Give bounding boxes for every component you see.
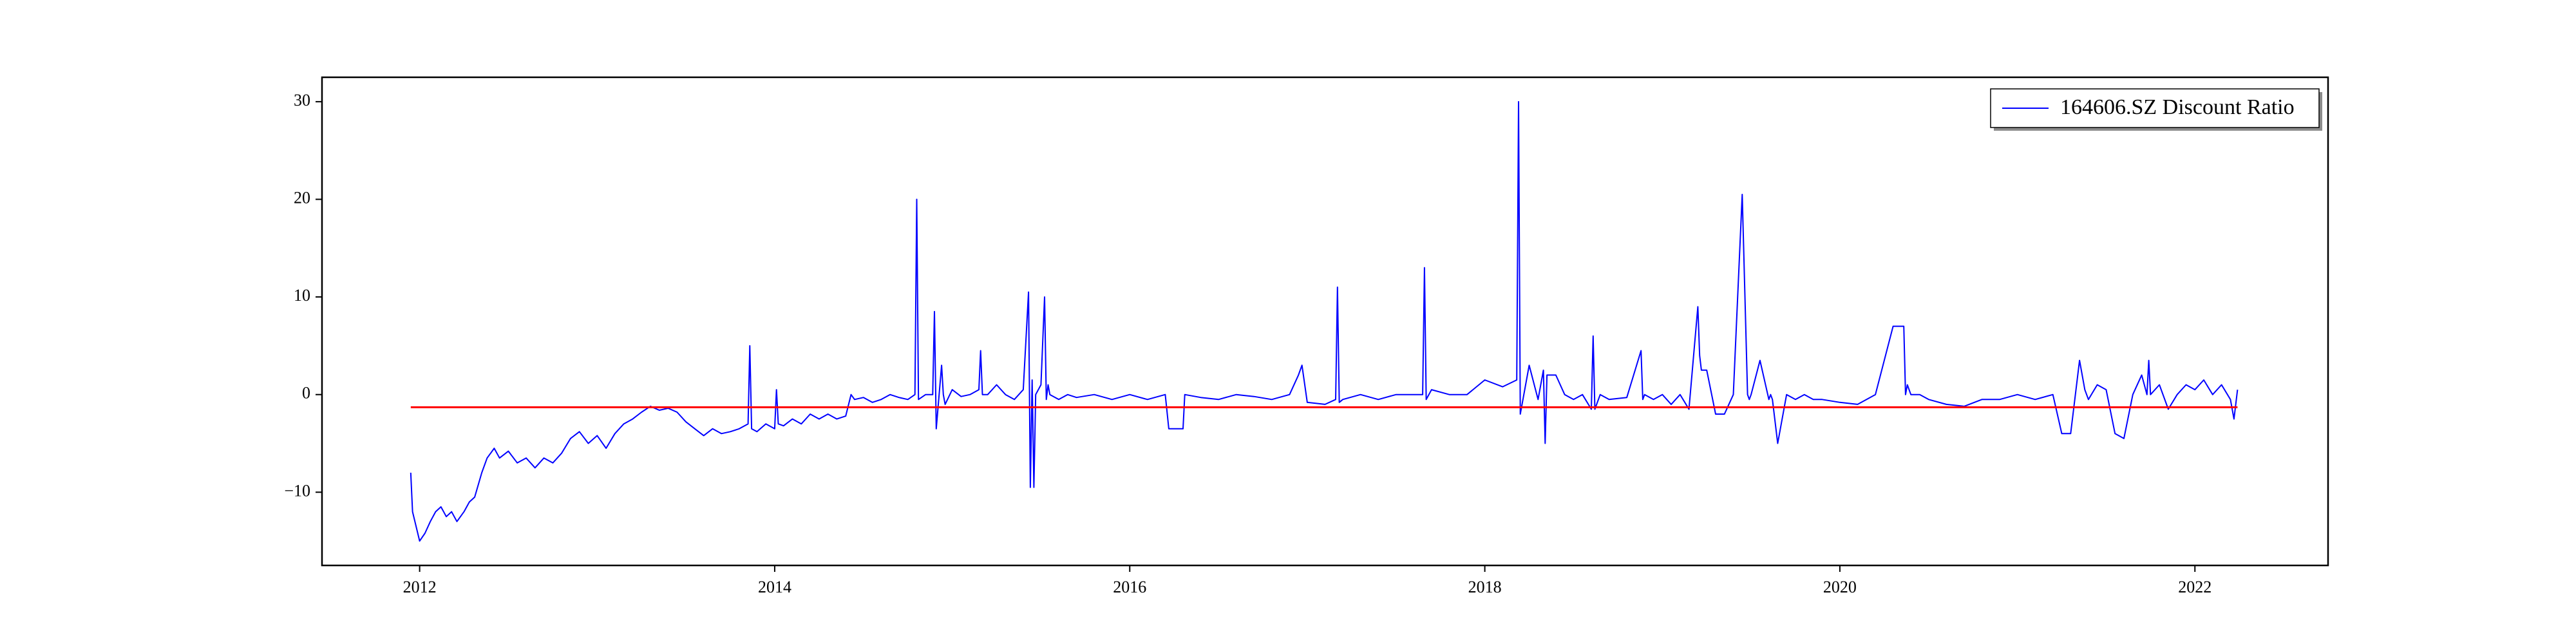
x-tick-label: 2020 [1823, 578, 1857, 596]
x-axis: 2012 2014 2016 2018 2020 2022 [403, 565, 2211, 596]
y-tick-label: −10 [284, 481, 310, 500]
legend-label: 164606.SZ Discount Ratio [2060, 95, 2295, 119]
y-axis: −10 0 10 20 30 [284, 91, 322, 500]
plot-frame [321, 76, 2329, 567]
x-tick-label: 2018 [1468, 578, 1502, 596]
y-tick-label: 0 [302, 384, 310, 402]
y-tick-label: 10 [294, 286, 310, 305]
discount-ratio-series-line [410, 100, 2239, 542]
x-tick-label: 2016 [1113, 578, 1146, 596]
y-tick-label: 30 [294, 91, 310, 109]
x-tick-label: 2022 [2178, 578, 2211, 596]
x-tick-label: 2014 [758, 578, 791, 596]
y-tick-label: 20 [294, 188, 310, 207]
x-tick-label: 2012 [403, 578, 437, 596]
legend: 164606.SZ Discount Ratio [1990, 88, 2322, 131]
